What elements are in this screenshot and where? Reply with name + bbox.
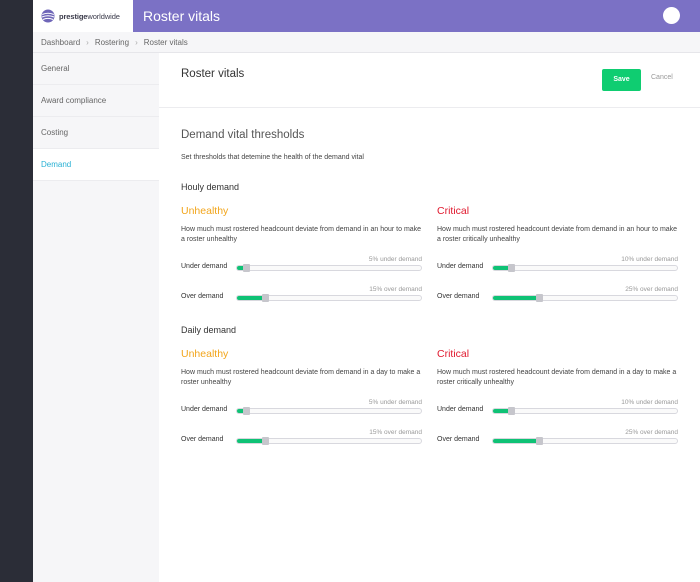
cancel-button[interactable]: Cancel xyxy=(651,74,673,81)
slider-fill xyxy=(493,409,512,413)
page-title: Roster vitals xyxy=(181,68,245,80)
column-description: How much must rostered headcount deviate… xyxy=(437,226,678,243)
sidebar-item-award-compliance[interactable]: Award compliance xyxy=(33,85,159,117)
slider-value: 15% over demand xyxy=(369,429,422,436)
slider-value: 10% under demand xyxy=(621,256,678,263)
slider-label: Under demand xyxy=(437,406,484,413)
slider-track[interactable] xyxy=(492,437,678,445)
chevron-right-icon: › xyxy=(135,37,138,47)
slider-track[interactable] xyxy=(492,407,678,415)
column-description: How much must rostered headcount deviate… xyxy=(181,226,422,243)
slider-label: Over demand xyxy=(181,436,224,443)
settings-sidebar: General Award compliance Costing Demand xyxy=(33,53,159,582)
slider-fill xyxy=(237,296,265,300)
over-demand-slider: Over demand 15% over demand xyxy=(181,286,422,306)
page-header: Roster vitals Save Cancel xyxy=(159,53,700,108)
slider-track[interactable] xyxy=(492,294,678,302)
main-content: Roster vitals Save Cancel Demand vital t… xyxy=(159,53,700,582)
slider-fill xyxy=(237,266,247,270)
save-button[interactable]: Save xyxy=(602,69,641,91)
section-description: Set thresholds that detemine the health … xyxy=(181,154,364,161)
slider-label: Over demand xyxy=(437,436,480,443)
slider-fill xyxy=(493,439,539,443)
column-heading: Unhealthy xyxy=(181,348,229,360)
under-demand-slider: Under demand 10% under demand xyxy=(437,399,678,419)
slider-value: 10% under demand xyxy=(621,399,678,406)
column-description: How much must rostered headcount deviate… xyxy=(437,369,677,386)
breadcrumb-dashboard[interactable]: Dashboard xyxy=(41,37,81,47)
over-demand-slider: Over demand 15% over demand xyxy=(181,429,422,449)
section-title: Demand vital thresholds xyxy=(181,129,305,141)
slider-label: Under demand xyxy=(181,406,228,413)
slider-handle[interactable] xyxy=(508,264,516,272)
column-description: How much must rostered headcount deviate… xyxy=(181,369,421,386)
under-demand-slider: Under demand 5% under demand xyxy=(181,256,422,276)
slider-track[interactable] xyxy=(236,407,422,415)
slider-fill xyxy=(493,266,512,270)
app-title: Roster vitals xyxy=(143,8,221,24)
brand-mark-icon xyxy=(41,9,55,23)
slider-value: 15% over demand xyxy=(369,286,422,293)
slider-handle[interactable] xyxy=(261,294,269,302)
slider-track[interactable] xyxy=(236,264,422,272)
sidebar-item-demand[interactable]: Demand xyxy=(33,149,159,181)
sidebar-item-general[interactable]: General xyxy=(33,53,159,85)
chevron-right-icon: › xyxy=(86,37,89,47)
under-demand-slider: Under demand 10% under demand xyxy=(437,256,678,276)
slider-handle[interactable] xyxy=(243,407,251,415)
column-heading: Critical xyxy=(437,348,470,360)
slider-value: 25% over demand xyxy=(625,429,678,436)
slider-fill xyxy=(237,439,265,443)
sidebar-item-costing[interactable]: Costing xyxy=(33,117,159,149)
brand-name: prestigeworldwide xyxy=(59,11,120,21)
slider-handle[interactable] xyxy=(536,437,543,445)
breadcrumb-rostering[interactable]: Rostering xyxy=(94,37,130,47)
slider-track[interactable] xyxy=(236,294,422,302)
slider-fill xyxy=(237,409,247,413)
slider-handle[interactable] xyxy=(261,437,269,445)
slider-value: 5% under demand xyxy=(368,399,422,406)
slider-handle[interactable] xyxy=(508,407,516,415)
slider-fill xyxy=(493,296,539,300)
app-rail xyxy=(0,0,33,582)
slider-value: 5% under demand xyxy=(368,256,422,263)
breadcrumb-roster-vitals[interactable]: Roster vitals xyxy=(143,37,188,47)
slider-label: Under demand xyxy=(181,263,228,270)
column-heading: Critical xyxy=(437,205,470,217)
top-bar: Roster vitals xyxy=(133,0,700,32)
over-demand-slider: Over demand 25% over demand xyxy=(437,429,678,449)
slider-track[interactable] xyxy=(492,264,678,272)
group-title-daily: Daily demand xyxy=(181,325,237,335)
group-title-hourly: Houly demand xyxy=(181,182,240,192)
user-avatar[interactable] xyxy=(663,7,680,24)
over-demand-slider: Over demand 25% over demand xyxy=(437,286,678,306)
under-demand-slider: Under demand 5% under demand xyxy=(181,399,422,419)
breadcrumb: Dashboard › Rostering › Roster vitals xyxy=(33,32,700,53)
slider-label: Under demand xyxy=(437,263,484,270)
slider-label: Over demand xyxy=(181,293,224,300)
slider-label: Over demand xyxy=(437,293,480,300)
slider-handle[interactable] xyxy=(536,294,543,302)
slider-value: 25% over demand xyxy=(625,286,678,293)
slider-track[interactable] xyxy=(236,437,422,445)
slider-handle[interactable] xyxy=(243,264,251,272)
brand-logo[interactable]: prestigeworldwide xyxy=(33,0,133,32)
column-heading: Unhealthy xyxy=(181,205,229,217)
